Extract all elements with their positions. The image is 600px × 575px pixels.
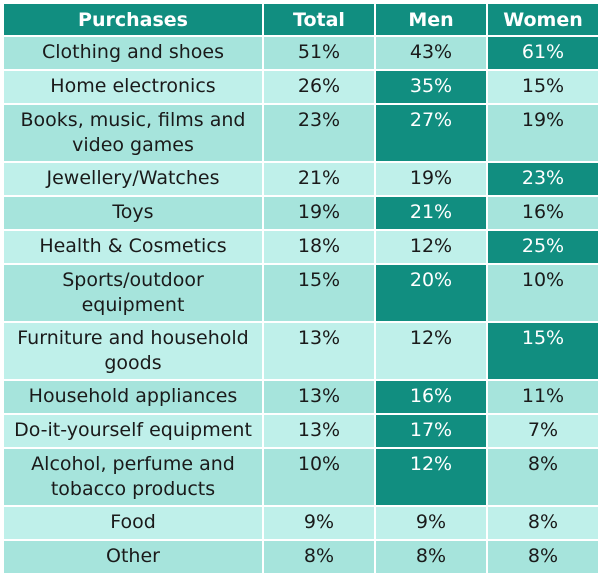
table-row: Home electronics 26% 35% 15% — [2, 69, 600, 105]
table-row: Food 9% 9% 8% — [2, 505, 600, 541]
cell-men: 35% — [374, 69, 488, 105]
row-label: Furniture and household goods — [2, 321, 264, 381]
row-label: Alcohol, perfume and tobacco products — [2, 447, 264, 507]
cell-men: 9% — [374, 505, 488, 541]
cell-women: 8% — [486, 505, 600, 541]
cell-men: 21% — [374, 195, 488, 231]
cell-men: 16% — [374, 379, 488, 415]
row-label: Books, music, films and video games — [2, 103, 264, 163]
cell-women: 11% — [486, 379, 600, 415]
cell-women: 16% — [486, 195, 600, 231]
cell-total: 18% — [262, 229, 376, 265]
header-men: Men — [374, 2, 488, 37]
header-total: Total — [262, 2, 376, 37]
cell-total: 9% — [262, 505, 376, 541]
cell-total: 19% — [262, 195, 376, 231]
cell-men: 17% — [374, 413, 488, 449]
cell-total: 15% — [262, 263, 376, 323]
cell-women: 8% — [486, 539, 600, 575]
table-header-row: Purchases Total Men Women — [2, 2, 600, 37]
cell-men: 19% — [374, 161, 488, 197]
cell-total: 23% — [262, 103, 376, 163]
cell-women: 7% — [486, 413, 600, 449]
row-label: Clothing and shoes — [2, 35, 264, 71]
table-row: Sports/outdoor equipment 15% 20% 10% — [2, 263, 600, 323]
cell-men: 20% — [374, 263, 488, 323]
cell-total: 51% — [262, 35, 376, 71]
cell-men: 43% — [374, 35, 488, 71]
cell-women: 10% — [486, 263, 600, 323]
cell-women: 15% — [486, 69, 600, 105]
row-label: Household appliances — [2, 379, 264, 415]
cell-women: 23% — [486, 161, 600, 197]
header-women: Women — [486, 2, 600, 37]
table-row: Furniture and household goods 13% 12% 15… — [2, 321, 600, 381]
table-row: Household appliances 13% 16% 11% — [2, 379, 600, 415]
table-row: Jewellery/Watches 21% 19% 23% — [2, 161, 600, 197]
table-row: Health & Cosmetics 18% 12% 25% — [2, 229, 600, 265]
cell-women: 15% — [486, 321, 600, 381]
table-row: Books, music, films and video games 23% … — [2, 103, 600, 163]
table-row: Alcohol, perfume and tobacco products 10… — [2, 447, 600, 507]
cell-women: 19% — [486, 103, 600, 163]
row-label: Home electronics — [2, 69, 264, 105]
cell-men: 8% — [374, 539, 488, 575]
table-row: Other 8% 8% 8% — [2, 539, 600, 575]
header-purchases: Purchases — [2, 2, 264, 37]
row-label: Sports/outdoor equipment — [2, 263, 264, 323]
cell-total: 13% — [262, 379, 376, 415]
cell-men: 12% — [374, 447, 488, 507]
cell-total: 8% — [262, 539, 376, 575]
table-row: Toys 19% 21% 16% — [2, 195, 600, 231]
cell-men: 12% — [374, 321, 488, 381]
cell-total: 13% — [262, 321, 376, 381]
row-label: Health & Cosmetics — [2, 229, 264, 265]
cell-men: 12% — [374, 229, 488, 265]
row-label: Other — [2, 539, 264, 575]
cell-total: 21% — [262, 161, 376, 197]
cell-men: 27% — [374, 103, 488, 163]
cell-total: 13% — [262, 413, 376, 449]
row-label: Toys — [2, 195, 264, 231]
row-label: Jewellery/Watches — [2, 161, 264, 197]
cell-women: 61% — [486, 35, 600, 71]
row-label: Food — [2, 505, 264, 541]
cell-total: 10% — [262, 447, 376, 507]
cell-total: 26% — [262, 69, 376, 105]
table-row: Do-it-yourself equipment 13% 17% 7% — [2, 413, 600, 449]
cell-women: 25% — [486, 229, 600, 265]
cell-women: 8% — [486, 447, 600, 507]
row-label: Do-it-yourself equipment — [2, 413, 264, 449]
table-row: Clothing and shoes 51% 43% 61% — [2, 35, 600, 71]
